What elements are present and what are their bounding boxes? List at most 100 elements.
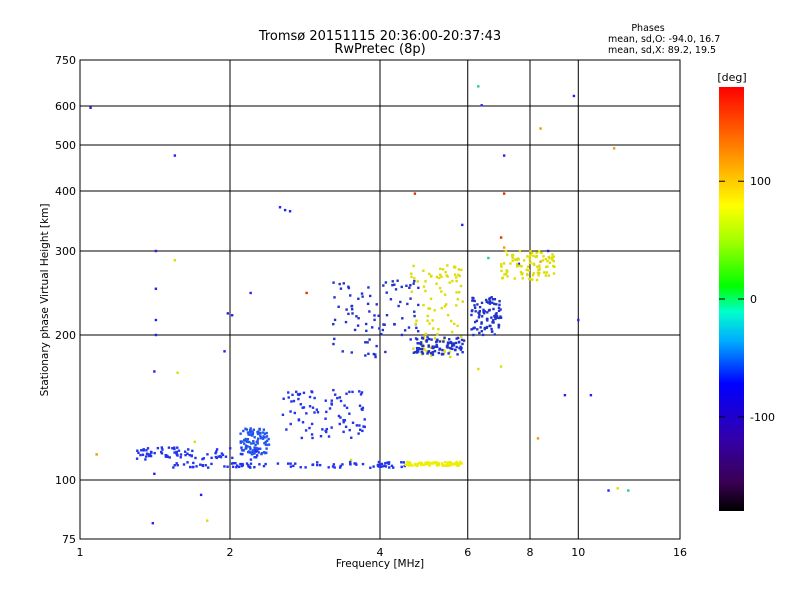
cluster-point	[255, 440, 258, 444]
cluster-point	[442, 338, 446, 342]
cluster-point	[214, 451, 217, 455]
cluster-point	[345, 406, 349, 410]
cluster-point	[490, 327, 493, 331]
cluster-point	[316, 463, 319, 467]
scatter-point	[413, 192, 417, 195]
cluster-point	[237, 465, 241, 469]
cluster-point	[261, 437, 265, 440]
cluster-point	[191, 449, 194, 453]
cluster-point	[535, 251, 538, 254]
cluster-point	[493, 297, 497, 301]
cluster-point	[239, 441, 242, 444]
cluster-point	[383, 464, 386, 468]
cluster-point	[362, 425, 365, 428]
cluster-point	[435, 343, 438, 347]
cluster-point	[430, 338, 433, 341]
cluster-point	[473, 304, 476, 307]
cluster-point	[545, 271, 549, 274]
cluster-point	[462, 339, 466, 342]
cluster-point	[195, 465, 198, 468]
cluster-point	[249, 458, 253, 461]
cluster-point	[144, 455, 148, 458]
cluster-point	[259, 447, 262, 450]
cluster-point	[364, 322, 368, 326]
cluster-point	[215, 448, 219, 451]
colorbar-tick-label: -100	[750, 411, 775, 424]
cluster-point	[423, 348, 426, 351]
cluster-point	[511, 259, 514, 262]
cluster-point	[428, 464, 431, 467]
cluster-point	[252, 442, 255, 445]
cluster-point	[544, 274, 548, 277]
cluster-point	[538, 264, 541, 267]
cluster-point	[417, 286, 420, 290]
cluster-point	[403, 329, 407, 332]
cluster-point	[415, 319, 418, 322]
cluster-point	[442, 340, 445, 343]
cluster-point	[497, 324, 501, 327]
cluster-point	[224, 455, 228, 458]
cluster-point	[289, 465, 293, 468]
cluster-point	[435, 464, 439, 467]
cluster-point	[410, 272, 413, 275]
cluster-point	[451, 462, 454, 465]
cluster-point	[248, 465, 252, 469]
cluster-point	[427, 344, 430, 347]
cluster-point	[460, 346, 463, 350]
cluster-point	[341, 350, 344, 353]
cluster-point	[145, 449, 148, 452]
cluster-point	[485, 325, 489, 329]
cluster-point	[407, 326, 411, 329]
cluster-point	[249, 462, 253, 465]
cluster-point	[147, 454, 151, 458]
cluster-point	[499, 315, 502, 318]
cluster-point	[347, 286, 351, 290]
cluster-point	[482, 310, 485, 314]
cluster-point	[378, 327, 381, 330]
cluster-point	[258, 428, 262, 431]
cluster-point	[308, 426, 311, 430]
x-tick-label: 2	[227, 546, 234, 559]
cluster-point	[276, 462, 280, 465]
cluster-point	[455, 279, 458, 283]
cluster-point	[282, 397, 285, 400]
cluster-point	[295, 390, 298, 394]
cluster-point	[350, 351, 353, 354]
cluster-point	[367, 286, 370, 289]
cluster-point	[360, 391, 364, 394]
cluster-point	[552, 255, 555, 258]
cluster-point	[460, 338, 464, 342]
scatter-point	[173, 154, 177, 157]
stats-line-x: mean, sd,X: 89.2, 19.5	[608, 45, 716, 56]
cluster-point	[311, 463, 315, 466]
cluster-point	[453, 266, 457, 269]
y-tick-label: 750	[55, 54, 76, 67]
plot-frame	[79, 59, 681, 540]
cluster-point	[480, 301, 484, 305]
x-tick-label: 16	[673, 546, 687, 559]
cluster-point	[421, 352, 425, 355]
cluster-point	[179, 453, 183, 456]
cluster-point	[440, 275, 443, 279]
cluster-point	[330, 426, 333, 429]
cluster-point	[304, 466, 307, 469]
cluster-point	[457, 340, 461, 344]
chart-title: Tromsø 20151115 20:36:00-20:37:43	[258, 29, 501, 44]
cluster-point	[221, 453, 225, 457]
cluster-point	[443, 336, 446, 339]
cluster-point	[449, 347, 453, 350]
cluster-point	[372, 465, 375, 468]
cluster-point	[428, 461, 431, 464]
cluster-point	[263, 442, 266, 445]
cluster-point	[409, 463, 413, 467]
cluster-point	[292, 399, 296, 403]
cluster-point	[448, 281, 451, 284]
cluster-point	[313, 396, 316, 400]
scatter-point	[89, 106, 92, 109]
cluster-point	[532, 272, 535, 275]
cluster-point	[289, 462, 292, 465]
cluster-point	[349, 462, 352, 466]
cluster-point	[354, 462, 357, 465]
cluster-point	[526, 255, 529, 258]
cluster-point	[373, 314, 376, 317]
